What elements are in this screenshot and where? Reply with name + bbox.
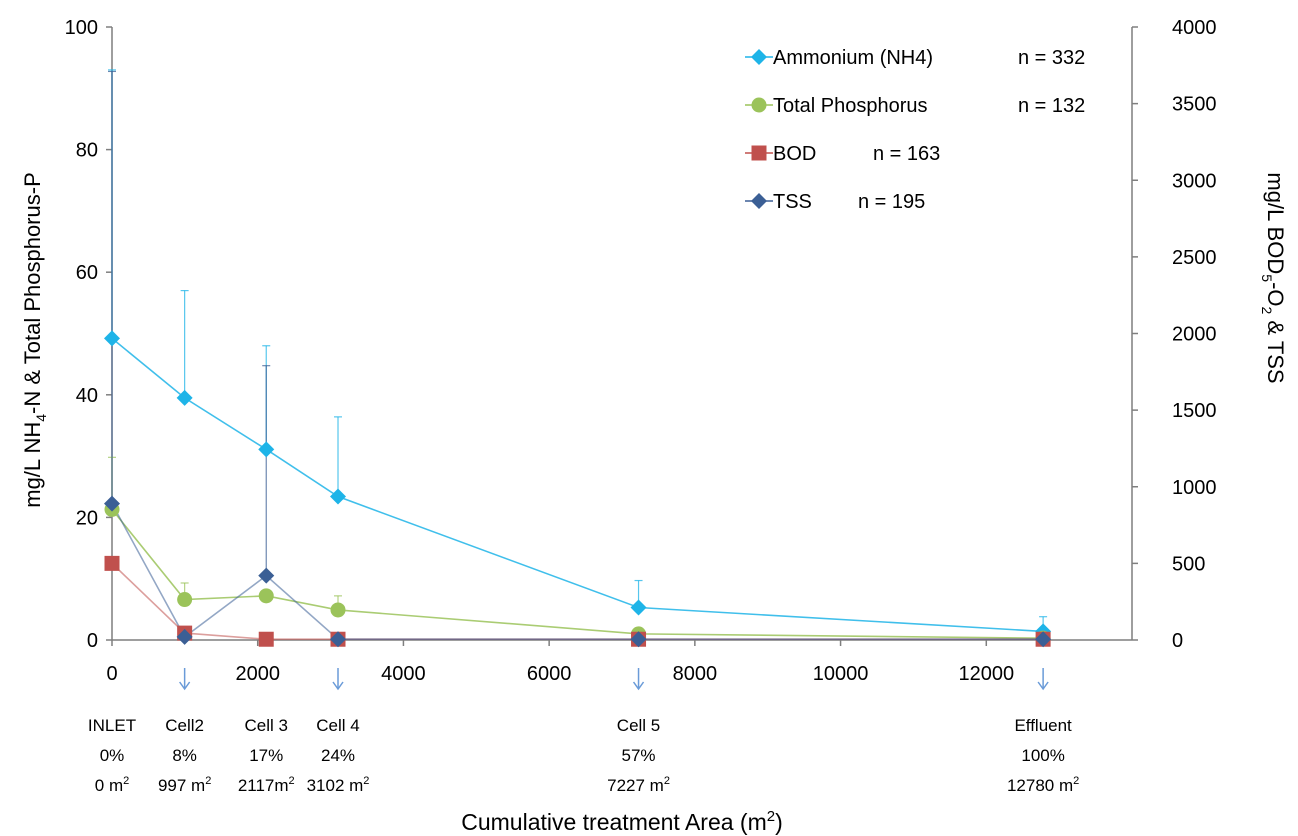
cell-arrow-head-cell-5 [632, 681, 645, 691]
cell-area-effluent: 12780 m2 [1007, 775, 1079, 795]
legend-count-tss: n = 195 [858, 191, 925, 213]
cell-name-cell2: Cell2 [165, 716, 204, 735]
total-phosphorus-point [258, 588, 274, 604]
cell-area-cell-4: 3102 m2 [307, 775, 370, 795]
legend: Ammonium (NH4) n = 332 Total Phosphorus n =… [745, 47, 1085, 213]
left-y-axis-title: mg/L NH4-N & Total Phosphorus-P [20, 172, 49, 508]
cell-area-cell2: 997 m2 [158, 775, 211, 795]
total-phosphorus-point [330, 602, 346, 618]
tss-point [330, 631, 347, 648]
series-lines [111, 337, 1044, 641]
legend-label-bod: BOD [773, 143, 816, 165]
right-tick-label: 3000 [1172, 170, 1217, 192]
chart-axes: 0204060801000500100015002000250030003500… [65, 17, 1217, 685]
cell-name-effluent: Effluent [1014, 716, 1072, 735]
x-tick-label: 0 [106, 663, 117, 685]
cell-arrow-head-cell-4 [332, 681, 344, 691]
right-y-axis-title: mg/L BOD5-O2 & TSS [1259, 172, 1288, 383]
right-tick-label: 3500 [1172, 94, 1217, 116]
right-tick-label: 2500 [1172, 247, 1217, 269]
cell-percent-cell-4: 24% [321, 746, 355, 765]
cell-arrow-head-cell2 [179, 681, 191, 691]
total-phosphorus-line [111, 508, 1044, 639]
ammonium-nh4-line [111, 337, 1044, 633]
tss-point [630, 631, 647, 648]
cell-area-inlet: 0 m2 [95, 775, 129, 795]
tss-point [176, 628, 193, 645]
right-tick-label: 2000 [1172, 324, 1217, 346]
left-tick-label: 0 [87, 630, 98, 652]
cell-labels: INLET 0% 0 m2 Cell2 8% 997 m2 Cell 3 17% 2117m2 C… [88, 668, 1079, 795]
ammonium-nh4-point [104, 330, 120, 347]
legend-label-total-phosphorus: Total Phosphorus [773, 95, 928, 117]
left-tick-label: 60 [76, 262, 98, 284]
legend-count-total-phosphorus: n = 132 [1018, 95, 1085, 117]
bod-point [258, 631, 274, 647]
x-tick-label: 10000 [813, 663, 869, 685]
x-axis-title: Cumulative treatment Area (m2) [461, 808, 783, 835]
left-tick-label: 80 [76, 140, 98, 162]
legend-count-bod: n = 163 [873, 143, 940, 165]
x-tick-label: 4000 [381, 663, 426, 685]
cell-name-cell-5: Cell 5 [617, 716, 660, 735]
cell-area-cell-5: 7227 m2 [607, 775, 670, 795]
tss-line [111, 503, 1044, 641]
right-tick-label: 1500 [1172, 400, 1217, 422]
x-tick-label: 12000 [958, 663, 1014, 685]
x-tick-label: 2000 [235, 663, 280, 685]
ammonium-nh4-point [176, 389, 193, 406]
right-tick-label: 500 [1172, 553, 1205, 575]
tss-point [1035, 631, 1052, 648]
cell-area-cell-3: 2117m2 [238, 775, 295, 795]
bod-line [111, 562, 1044, 641]
left-tick-label: 20 [76, 507, 98, 529]
error-bars [108, 69, 1048, 632]
legend-marker-ammonium-nh4 [751, 49, 767, 65]
legend-label-tss: TSS [773, 191, 812, 213]
left-tick-label: 40 [76, 385, 98, 407]
series-markers [104, 330, 1052, 648]
total-phosphorus-point [177, 592, 193, 608]
cell-percent-cell-3: 17% [249, 746, 283, 765]
cell-name-cell-3: Cell 3 [245, 716, 288, 735]
cell-percent-inlet: 0% [100, 746, 125, 765]
right-tick-label: 0 [1172, 630, 1183, 652]
cell-percent-cell2: 8% [172, 746, 197, 765]
ammonium-nh4-point [630, 599, 647, 616]
cell-arrow-head-effluent [1037, 681, 1049, 691]
legend-count-ammonium-nh4: n = 332 [1018, 47, 1085, 69]
tss-point [104, 495, 120, 512]
axis-titles: Cumulative treatment Area (m2) mg/L NH4-N… [20, 172, 1288, 835]
cell-percent-cell-5: 57% [622, 746, 656, 765]
right-tick-label: 4000 [1172, 17, 1217, 39]
legend-label-ammonium-nh4: Ammonium (NH4) [773, 47, 933, 69]
cell-name-cell-4: Cell 4 [316, 716, 359, 735]
cell-percent-effluent: 100% [1021, 746, 1064, 765]
cell-name-inlet: INLET [88, 716, 136, 735]
legend-marker-bod [751, 145, 767, 161]
ammonium-nh4-point [330, 488, 347, 505]
right-tick-label: 1000 [1172, 477, 1217, 499]
bod-point [104, 555, 120, 571]
tss-point [258, 567, 275, 584]
legend-marker-tss [751, 193, 767, 209]
left-tick-label: 100 [65, 17, 98, 39]
ammonium-nh4-point [258, 441, 275, 458]
x-tick-label: 8000 [673, 663, 718, 685]
legend-marker-total-phosphorus [751, 97, 767, 113]
x-tick-label: 6000 [527, 663, 572, 685]
